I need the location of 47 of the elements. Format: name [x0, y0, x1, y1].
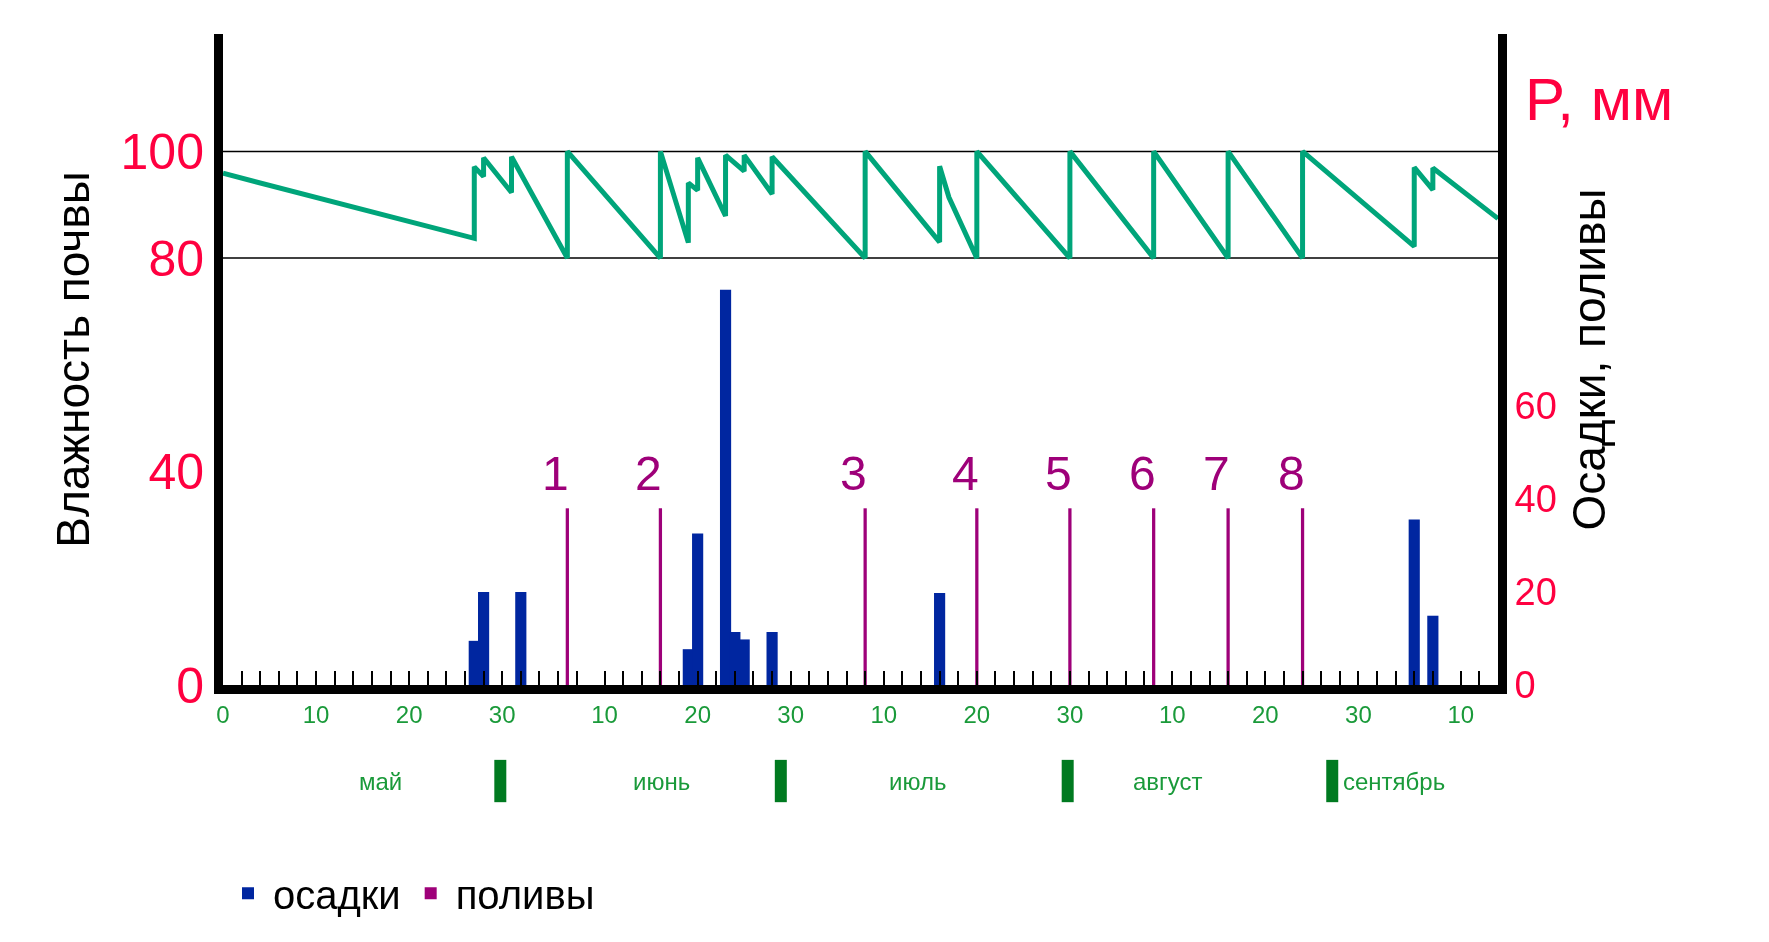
- annotation: 6: [1129, 447, 1156, 500]
- annotation: 3: [840, 447, 867, 500]
- bar: [1408, 519, 1420, 685]
- y-tick-label: 100: [120, 123, 204, 180]
- bar: [766, 631, 778, 685]
- x-tick-label: 10: [1447, 700, 1475, 728]
- y2-tick-label: 20: [1514, 571, 1557, 614]
- y2-axis-title: Осадки, поливы: [1562, 188, 1615, 531]
- x-tick-label: 20: [1251, 700, 1279, 728]
- bar: [1068, 508, 1072, 685]
- y-tick-label: 40: [148, 444, 204, 501]
- text: июль: [889, 768, 947, 795]
- bar: [515, 592, 527, 685]
- x-tick-label: 30: [777, 700, 805, 728]
- text: сентябрь: [1343, 768, 1446, 795]
- x-tick-label: 10: [302, 700, 330, 728]
- bar: [565, 508, 569, 685]
- annotation: 5: [1045, 447, 1072, 500]
- annotation: 7: [1203, 447, 1230, 500]
- text: июнь: [633, 768, 691, 795]
- x-tick-label: 30: [488, 700, 516, 728]
- x-tick-label: 0: [216, 700, 230, 728]
- x-tick-label: 30: [1345, 700, 1372, 728]
- x-tick-label: 30: [1056, 700, 1084, 728]
- x-tick-label: 10: [870, 700, 898, 728]
- text: август: [1133, 768, 1203, 795]
- x-tick-label: 20: [963, 700, 991, 728]
- y-tick-label: 80: [148, 230, 204, 287]
- y2-tick-label: 40: [1514, 478, 1557, 521]
- legend-label: осадки: [273, 872, 401, 917]
- bar: [1152, 508, 1156, 685]
- x-tick-label: 10: [1158, 700, 1186, 728]
- annotation: 8: [1278, 447, 1305, 500]
- text: май: [359, 768, 403, 795]
- y2-tick-label: 60: [1514, 385, 1557, 428]
- bar: [1226, 508, 1230, 685]
- bar: [934, 592, 946, 685]
- y-axis-title: Влажность почвы: [46, 171, 99, 548]
- legend-label: поливы: [455, 872, 595, 917]
- x-tick-label: 20: [684, 700, 711, 728]
- annotation: 1: [542, 447, 569, 500]
- x-tick-label: 20: [395, 700, 423, 728]
- text: P, мм: [1525, 66, 1674, 133]
- bar: [1427, 615, 1439, 685]
- annotation: 4: [952, 447, 979, 500]
- annotation: 2: [635, 447, 662, 500]
- x-tick-label: 10: [591, 700, 618, 728]
